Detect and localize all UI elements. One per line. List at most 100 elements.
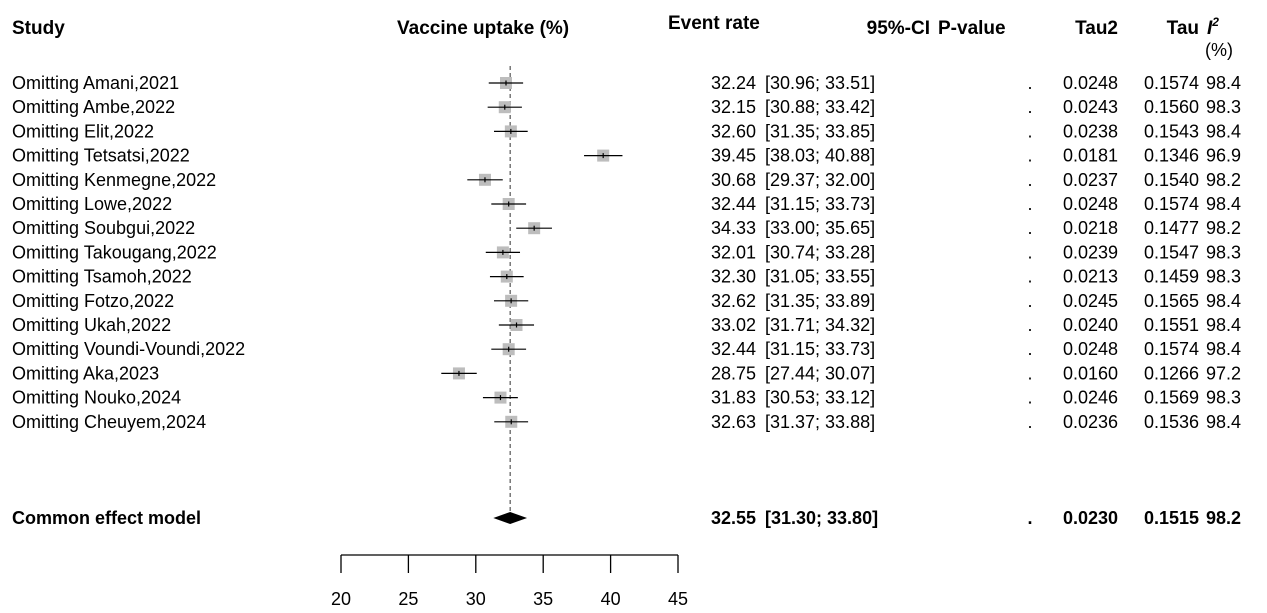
tau-13: 0.1569 <box>1144 388 1199 408</box>
study-label-0: Omitting Amani,2021 <box>12 73 179 93</box>
pvalue-7: . <box>1027 242 1032 262</box>
ci-14: [31.37; 33.88] <box>765 412 875 432</box>
study-label-13: Omitting Nouko,2024 <box>12 388 181 408</box>
event-rate-1: 32.15 <box>711 97 756 117</box>
tau2-8: 0.0213 <box>1063 267 1118 287</box>
i2-11: 98.4 <box>1206 339 1241 359</box>
i2-0: 98.4 <box>1206 73 1241 93</box>
ci-10: [31.71; 34.32] <box>765 315 875 335</box>
tau2-0: 0.0248 <box>1063 73 1118 93</box>
tau2-13: 0.0246 <box>1063 388 1118 408</box>
ci-5: [31.15; 33.73] <box>765 194 875 214</box>
tau-0: 0.1574 <box>1144 73 1199 93</box>
pvalue-8: . <box>1027 267 1032 287</box>
i2-3: 96.9 <box>1206 146 1241 166</box>
event-rate-4: 30.68 <box>711 170 756 190</box>
tau2-5: 0.0248 <box>1063 194 1118 214</box>
ci-4: [29.37; 32.00] <box>765 170 875 190</box>
header-ci: 95%-CI <box>867 18 930 39</box>
ci-3: [38.03; 40.88] <box>765 146 875 166</box>
tau-11: 0.1574 <box>1144 339 1199 359</box>
pvalue-13: . <box>1027 388 1032 408</box>
x-tick-label-2: 30 <box>466 589 486 609</box>
header-tau: Tau <box>1167 18 1199 39</box>
ci-2: [31.35; 33.85] <box>765 121 875 141</box>
i2-10: 98.4 <box>1206 315 1241 335</box>
i2-13: 98.3 <box>1206 388 1241 408</box>
i2-12: 97.2 <box>1206 363 1241 383</box>
pvalue-12: . <box>1027 363 1032 383</box>
event-rate-5: 32.44 <box>711 194 756 214</box>
x-tick-label-3: 35 <box>533 589 553 609</box>
study-label-2: Omitting Elit,2022 <box>12 121 154 141</box>
tau-8: 0.1459 <box>1144 267 1199 287</box>
tau2-9: 0.0245 <box>1063 291 1118 311</box>
x-tick-label-0: 20 <box>331 589 351 609</box>
tau-14: 0.1536 <box>1144 412 1199 432</box>
summary-i2: 98.2 <box>1206 508 1241 528</box>
event-rate-10: 33.02 <box>711 315 756 335</box>
study-label-3: Omitting Tetsatsi,2022 <box>12 146 190 166</box>
summary-pvalue: . <box>1027 508 1032 528</box>
tau-5: 0.1574 <box>1144 194 1199 214</box>
pvalue-10: . <box>1027 315 1032 335</box>
event-rate-14: 32.63 <box>711 412 756 432</box>
pvalue-9: . <box>1027 291 1032 311</box>
x-tick-label-5: 45 <box>668 589 688 609</box>
i2-6: 98.2 <box>1206 218 1241 238</box>
summary-label: Common effect model <box>12 508 201 528</box>
pvalue-1: . <box>1027 97 1032 117</box>
ci-12: [27.44; 30.07] <box>765 363 875 383</box>
study-label-1: Omitting Ambe,2022 <box>12 97 175 117</box>
event-rate-6: 34.33 <box>711 218 756 238</box>
ci-6: [33.00; 35.65] <box>765 218 875 238</box>
pvalue-2: . <box>1027 121 1032 141</box>
event-rate-3: 39.45 <box>711 146 756 166</box>
header-pvalue: P-value <box>938 18 1006 39</box>
i2-1: 98.3 <box>1206 97 1241 117</box>
study-label-4: Omitting Kenmegne,2022 <box>12 170 216 190</box>
i2-9: 98.4 <box>1206 291 1241 311</box>
header-i2: I2 <box>1207 15 1219 39</box>
tau-3: 0.1346 <box>1144 146 1199 166</box>
tau-7: 0.1547 <box>1144 242 1199 262</box>
pvalue-14: . <box>1027 412 1032 432</box>
study-label-5: Omitting Lowe,2022 <box>12 194 172 214</box>
ci-1: [30.88; 33.42] <box>765 97 875 117</box>
ci-0: [30.96; 33.51] <box>765 73 875 93</box>
study-label-11: Omitting Voundi-Voundi,2022 <box>12 339 245 359</box>
i2-8: 98.3 <box>1206 267 1241 287</box>
tau2-10: 0.0240 <box>1063 315 1118 335</box>
event-rate-0: 32.24 <box>711 73 756 93</box>
tau2-1: 0.0243 <box>1063 97 1118 117</box>
ci-7: [30.74; 33.28] <box>765 242 875 262</box>
event-rate-7: 32.01 <box>711 242 756 262</box>
study-label-8: Omitting Tsamoh,2022 <box>12 267 192 287</box>
header-tau2: Tau2 <box>1075 18 1118 39</box>
summary-tau: 0.1515 <box>1144 508 1199 528</box>
header-event-rate: Event rate <box>668 13 760 34</box>
tau-9: 0.1565 <box>1144 291 1199 311</box>
tau2-6: 0.0218 <box>1063 218 1118 238</box>
ci-11: [31.15; 33.73] <box>765 339 875 359</box>
pvalue-4: . <box>1027 170 1032 190</box>
pvalue-11: . <box>1027 339 1032 359</box>
x-axis: 20 25 30 35 40 45 <box>331 554 688 609</box>
study-label-10: Omitting Ukah,2022 <box>12 315 171 335</box>
study-label-7: Omitting Takougang,2022 <box>12 242 217 262</box>
forest-marks <box>441 66 623 524</box>
summary-tau2: 0.0230 <box>1063 508 1118 528</box>
tau-12: 0.1266 <box>1144 363 1199 383</box>
tau2-2: 0.0238 <box>1063 121 1118 141</box>
study-label-12: Omitting Aka,2023 <box>12 363 159 383</box>
event-rate-9: 32.62 <box>711 291 756 311</box>
i2-14: 98.4 <box>1206 412 1241 432</box>
study-label-9: Omitting Fotzo,2022 <box>12 291 174 311</box>
tau-1: 0.1560 <box>1144 97 1199 117</box>
ci-13: [30.53; 33.12] <box>765 388 875 408</box>
tau-2: 0.1543 <box>1144 121 1199 141</box>
ci-9: [31.35; 33.89] <box>765 291 875 311</box>
header-i2-unit: (%) <box>1205 40 1233 60</box>
i2-7: 98.3 <box>1206 242 1241 262</box>
